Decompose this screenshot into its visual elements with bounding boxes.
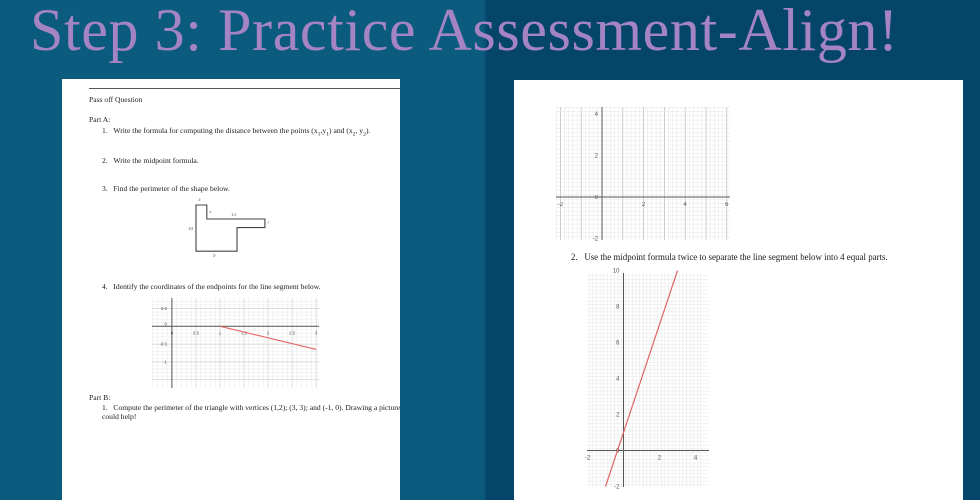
svg-text:10: 10: [613, 269, 620, 275]
svg-text:0.5: 0.5: [161, 306, 168, 311]
svg-text:-2: -2: [593, 237, 599, 243]
svg-text:13: 13: [231, 213, 237, 218]
svg-text:3: 3: [198, 198, 201, 203]
svg-text:-2: -2: [558, 202, 564, 208]
svg-text:-2: -2: [614, 485, 620, 491]
svg-text:2.5: 2.5: [289, 330, 296, 335]
svg-text:0.5: 0.5: [193, 330, 200, 335]
svg-text:5: 5: [209, 210, 212, 215]
svg-text:7: 7: [267, 221, 270, 226]
svg-text:10: 10: [188, 227, 194, 232]
svg-text:-1: -1: [163, 359, 167, 364]
svg-text:9: 9: [213, 254, 216, 259]
svg-text:-2: -2: [585, 456, 591, 462]
svg-text:-0.5: -0.5: [159, 342, 167, 347]
